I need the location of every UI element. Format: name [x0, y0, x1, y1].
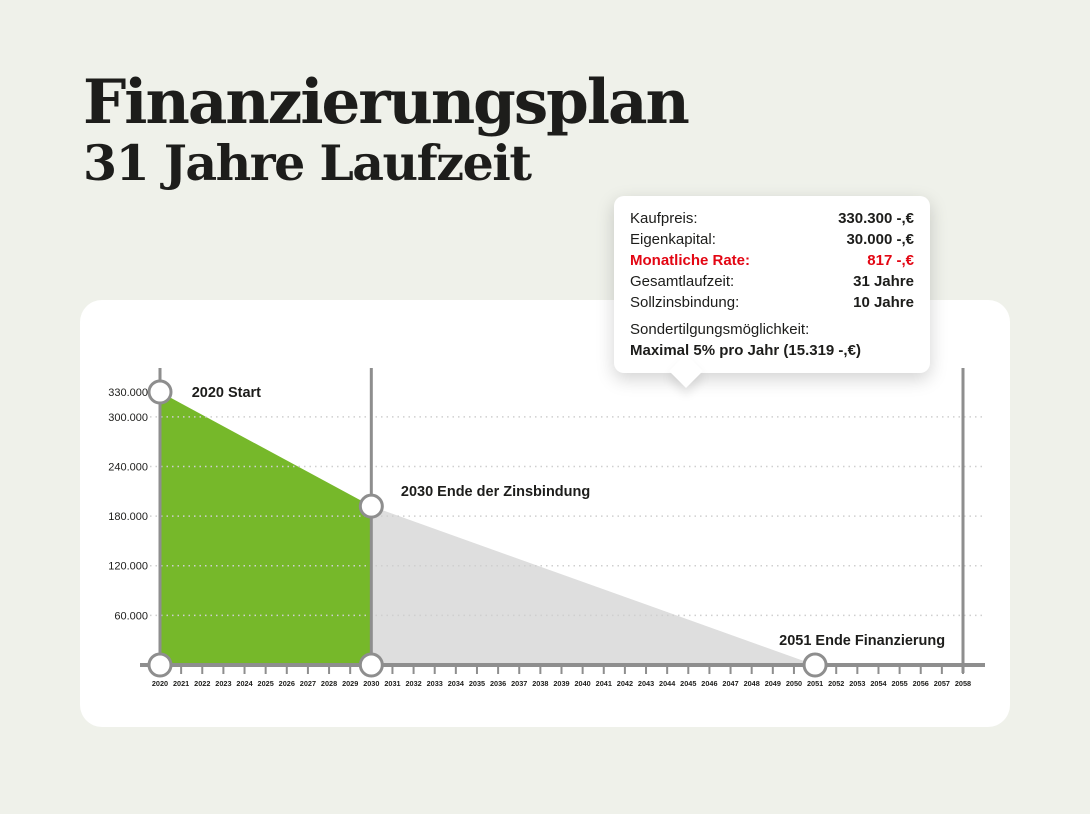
x-axis-year-label: 2032 — [405, 679, 421, 688]
tooltip-footnote-label: Sondertilgungsmöglichkeit: — [630, 321, 810, 338]
chart-annotation: 2020 Start — [192, 385, 261, 401]
x-axis-year-label: 2054 — [870, 679, 887, 688]
tooltip-row-value: 10 Jahre — [853, 294, 914, 311]
tooltip-row: Gesamtlaufzeit: 31 Jahre — [630, 271, 914, 292]
page-title: Finanzierungsplan — [83, 67, 690, 138]
x-axis-year-label: 2034 — [448, 679, 465, 688]
x-axis-year-label: 2022 — [194, 679, 210, 688]
x-axis-year-label: 2027 — [300, 679, 316, 688]
chart-marker-2020 — [147, 652, 173, 678]
tooltip-row-label: Gesamtlaufzeit: — [630, 273, 735, 290]
x-axis-year-label: 2023 — [215, 679, 231, 688]
y-axis-label: 60.000 — [114, 610, 148, 622]
tooltip-row-value: 817 -,€ — [867, 252, 914, 269]
y-axis-label: 180.000 — [108, 511, 148, 523]
tooltip-row: Sollzinsbindung: 10 Jahre — [630, 292, 914, 313]
tooltip-row-monthly-rate: Monatliche Rate: 817 -,€ — [630, 250, 914, 271]
x-axis-year-label: 2037 — [511, 679, 527, 688]
tooltip-row-label: Sollzinsbindung: — [630, 294, 740, 311]
loan-details-tooltip: Kaufpreis: 330.300 -,€ Eigenkapital: 30.… — [614, 196, 930, 373]
chart-area-restlaufzeit-2030-2051 — [371, 506, 816, 665]
x-axis-year-label: 2057 — [934, 679, 950, 688]
x-axis-year-label: 2025 — [258, 679, 274, 688]
tooltip-row: Kaufpreis: 330.300 -,€ — [630, 208, 914, 229]
x-axis-year-label: 2045 — [680, 679, 696, 688]
x-axis-year-label: 2051 — [807, 679, 823, 688]
chart-area-zinsbindung-2020-2030 — [160, 392, 372, 665]
x-axis-year-label: 2055 — [891, 679, 907, 688]
chart-marker-2020 — [147, 379, 173, 405]
tooltip-footnote: Sondertilgungsmöglichkeit: Maximal 5% pr… — [630, 319, 914, 361]
x-axis-year-label: 2038 — [532, 679, 548, 688]
x-axis-year-label: 2040 — [575, 679, 591, 688]
tooltip-row-label: Eigenkapital: — [630, 231, 716, 248]
x-axis-year-label: 2056 — [913, 679, 929, 688]
x-axis-year-label: 2046 — [701, 679, 717, 688]
x-axis-year-label: 2044 — [659, 679, 676, 688]
x-axis-year-label: 2048 — [744, 679, 760, 688]
y-axis-label: 120.000 — [108, 561, 148, 573]
x-axis-year-label: 2050 — [786, 679, 802, 688]
tooltip-footnote-value: Maximal 5% pro Jahr (15.319 -,€) — [630, 342, 861, 359]
chart-annotation: 2051 Ende Finanzierung — [779, 633, 945, 649]
tooltip-row-label: Monatliche Rate: — [630, 252, 751, 269]
page-subtitle: 31 Jahre Laufzeit — [83, 134, 532, 193]
x-axis-year-label: 2035 — [469, 679, 485, 688]
x-axis-year-label: 2026 — [279, 679, 295, 688]
chart-marker-2030 — [358, 652, 384, 678]
x-axis-year-label: 2030 — [363, 679, 379, 688]
tooltip-row-label: Kaufpreis: — [630, 210, 698, 227]
x-axis-year-label: 2028 — [321, 679, 337, 688]
x-axis-year-label: 2029 — [342, 679, 358, 688]
x-axis-year-label: 2042 — [617, 679, 633, 688]
y-axis-label: 240.000 — [108, 461, 148, 473]
tooltip-row-value: 30.000 -,€ — [846, 231, 914, 248]
x-axis-year-label: 2058 — [955, 679, 971, 688]
x-axis-year-label: 2036 — [490, 679, 506, 688]
x-axis-year-label: 2024 — [236, 679, 253, 688]
x-axis-year-label: 2020 — [152, 679, 168, 688]
x-axis-year-label: 2031 — [384, 679, 400, 688]
x-axis-year-label: 2053 — [849, 679, 865, 688]
x-axis-year-label: 2021 — [173, 679, 189, 688]
x-axis-year-label: 2047 — [722, 679, 738, 688]
chart-marker-2051 — [802, 652, 828, 678]
x-axis-year-label: 2052 — [828, 679, 844, 688]
x-axis-year-label: 2033 — [427, 679, 443, 688]
tooltip-row-value: 330.300 -,€ — [838, 210, 914, 227]
x-axis-year-label: 2043 — [638, 679, 654, 688]
title-block: Finanzierungsplan 31 Jahre Laufzeit — [83, 67, 690, 193]
y-axis-label: 300.000 — [108, 412, 148, 424]
y-axis-label: 330.000 — [108, 387, 148, 399]
x-axis-year-label: 2041 — [596, 679, 612, 688]
x-axis-year-label: 2039 — [553, 679, 569, 688]
tooltip-row-value: 31 Jahre — [853, 273, 914, 290]
finance-chart: 2020 2021 2022 2023 2024 2025 2026 2027 2028 2029… — [108, 368, 985, 688]
chart-annotation: 2030 Ende der Zinsbindung — [401, 484, 590, 500]
x-axis-year-label: 2049 — [765, 679, 781, 688]
tooltip-row: Eigenkapital: 30.000 -,€ — [630, 229, 914, 250]
chart-marker-2030 — [358, 493, 384, 519]
